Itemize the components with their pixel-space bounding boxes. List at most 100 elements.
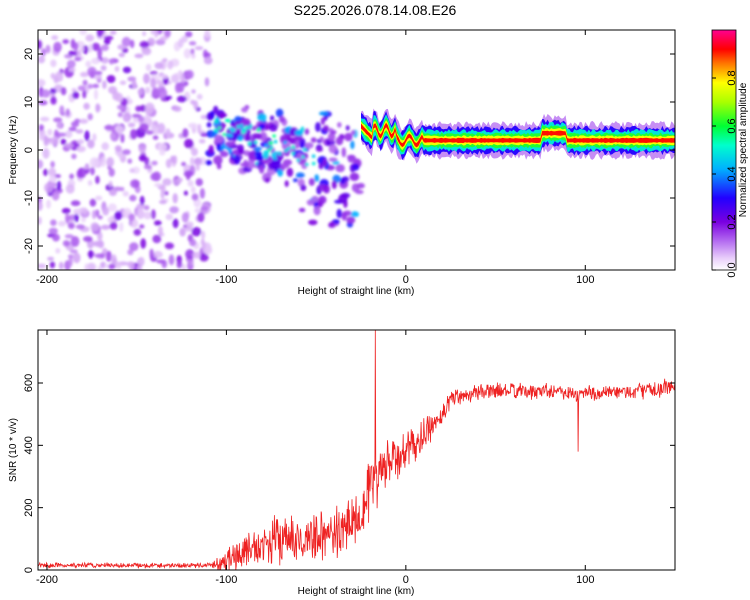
- noise-blob: [114, 145, 122, 152]
- transition-blob: [255, 154, 264, 160]
- snr-y-tick-label: 400: [23, 436, 35, 454]
- transition-blob: [294, 140, 300, 149]
- noise-blob: [106, 157, 115, 168]
- noise-blob: [109, 30, 117, 35]
- noise-blob: [82, 45, 89, 55]
- noise-blob: [48, 227, 58, 235]
- spectrogram-y-label: Frequency (Hz): [8, 116, 19, 185]
- snr-frame: [37, 329, 676, 571]
- transition-blob: [322, 158, 327, 167]
- noise-blob: [97, 265, 102, 270]
- noise-blob: [51, 35, 59, 41]
- spectrogram-x-tick-label: 100: [576, 274, 594, 286]
- noise-blob: [38, 55, 46, 64]
- noise-blob: [49, 88, 57, 95]
- transition-peak: [267, 148, 272, 152]
- transition-blob: [355, 189, 364, 195]
- noise-blob: [97, 30, 105, 37]
- noise-blob: [176, 95, 187, 103]
- noise-blob: [58, 220, 66, 227]
- transition-peak: [268, 141, 273, 145]
- transition-blob: [205, 160, 213, 166]
- noise-blob: [68, 67, 76, 72]
- transition-peak: [236, 124, 241, 129]
- spectrogram-x-tick-label: -100: [215, 274, 237, 286]
- snr-plot-area: [38, 330, 675, 570]
- noise-blob: [79, 118, 89, 124]
- noise-blob: [154, 62, 164, 70]
- noise-blob: [122, 191, 129, 197]
- noise-blob: [190, 186, 196, 194]
- snr-x-ticks: -200 -100 0 100: [36, 330, 594, 586]
- transition-blob: [230, 119, 235, 126]
- noise-blob: [130, 39, 135, 49]
- noise-blob: [138, 256, 145, 266]
- transition-peak: [291, 145, 296, 149]
- spectrogram-x-label: Height of straight line (km): [298, 286, 415, 297]
- transition-blob: [275, 108, 284, 118]
- noise-blob: [38, 39, 42, 50]
- transition-blob: [295, 172, 305, 178]
- noise-blob: [95, 195, 103, 201]
- transition-blob: [298, 207, 306, 213]
- noise-blob: [65, 184, 75, 194]
- noise-blob: [194, 157, 203, 166]
- noise-blob: [79, 30, 87, 36]
- noise-blob: [188, 223, 194, 228]
- transition-blob: [277, 168, 284, 177]
- transition-blob: [344, 132, 353, 142]
- transition-blob: [247, 159, 255, 169]
- noise-blob: [75, 129, 84, 134]
- noise-blob: [185, 69, 194, 79]
- noise-blob: [50, 161, 55, 168]
- noise-blob: [180, 72, 185, 84]
- noise-blob: [193, 100, 199, 110]
- noise-blob: [139, 104, 147, 112]
- transition-blob: [304, 142, 314, 149]
- carrier-band-layer: [361, 122, 675, 148]
- noise-blob: [89, 198, 97, 207]
- noise-blob: [190, 157, 195, 166]
- noise-blob: [150, 77, 157, 89]
- noise-blob: [131, 113, 142, 118]
- noise-blob: [179, 227, 186, 237]
- noise-blob: [62, 39, 69, 44]
- noise-blob: [104, 263, 109, 269]
- noise-blob: [95, 209, 100, 217]
- noise-blob: [89, 157, 100, 168]
- transition-peak: [305, 162, 309, 167]
- spectrogram-x-ticks: -200 -100 0 100: [36, 30, 594, 286]
- colorbar-gradient: [711, 29, 737, 271]
- noise-blob: [109, 222, 118, 230]
- noise-blob: [39, 129, 46, 140]
- noise-blob: [75, 224, 85, 230]
- noise-blob: [151, 160, 158, 166]
- noise-blob: [72, 91, 80, 99]
- noise-blob: [137, 88, 144, 96]
- noise-blob: [71, 121, 80, 128]
- transition-blob: [216, 143, 222, 152]
- noise-blob: [93, 89, 99, 100]
- noise-blob: [183, 170, 194, 178]
- noise-blob: [68, 256, 73, 267]
- noise-blob: [151, 87, 159, 98]
- noise-blob: [83, 165, 90, 170]
- transition-blob: [349, 172, 360, 181]
- noise-blob: [188, 122, 198, 129]
- snr-x-tick-label: -200: [36, 574, 58, 586]
- noise-blob: [139, 123, 149, 132]
- noise-blob: [102, 80, 107, 89]
- noise-blob: [87, 66, 97, 78]
- noise-blob: [114, 211, 123, 221]
- transition-blob: [350, 140, 355, 150]
- noise-blob: [129, 168, 135, 173]
- noise-blob: [196, 93, 203, 100]
- spectrogram-marks: [38, 30, 675, 270]
- noise-blob: [108, 263, 116, 270]
- noise-blob: [199, 188, 205, 199]
- noise-blob: [139, 224, 145, 229]
- noise-blob: [109, 58, 114, 65]
- transition-blob: [311, 195, 319, 203]
- noise-blob: [181, 212, 189, 223]
- colorbar-tick-label: 0.0: [726, 262, 738, 277]
